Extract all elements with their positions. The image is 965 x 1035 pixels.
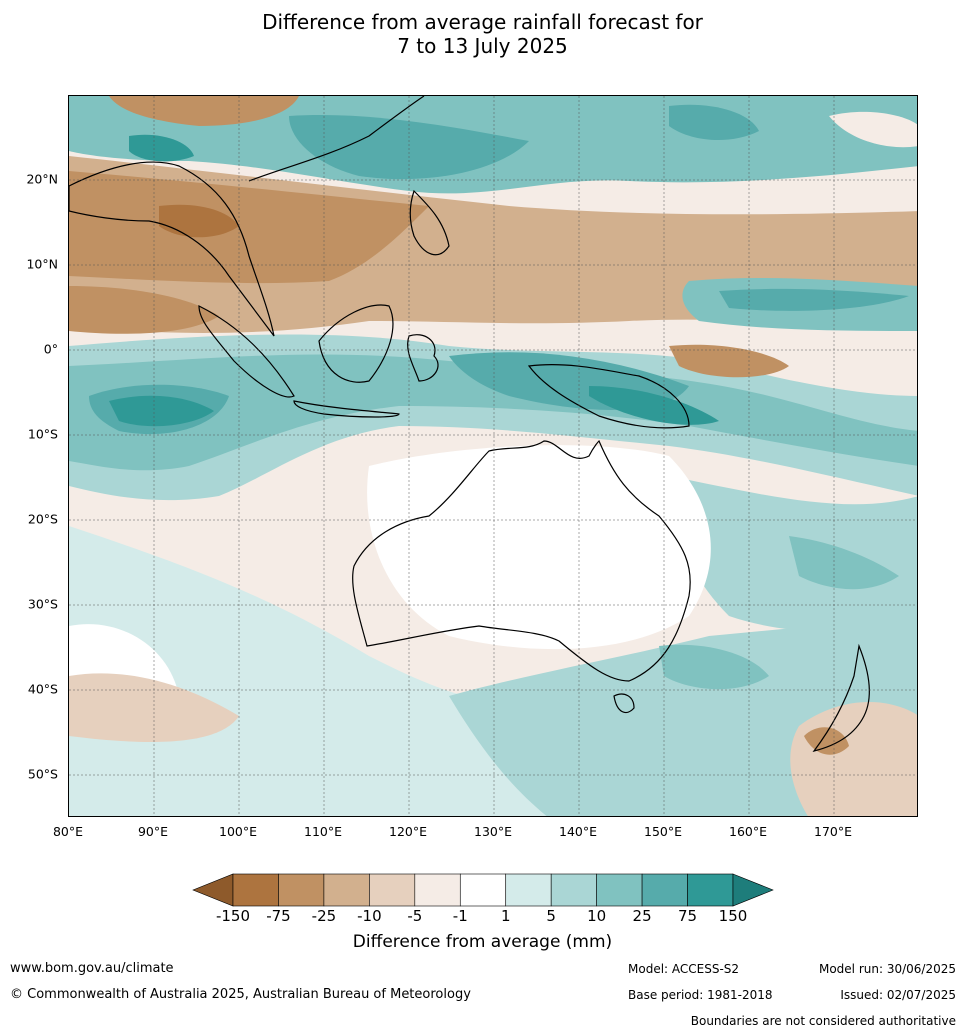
- tasmania-coastline: [613, 693, 635, 714]
- colorbar-arrow-high: [732, 873, 774, 907]
- colorbar-segment: [414, 873, 461, 907]
- lon-label-80e: 80°E: [52, 824, 84, 839]
- colorbar-tick-label: 150: [718, 907, 748, 925]
- colorbar-segment: [459, 873, 507, 907]
- region-andaman-dry: [69, 286, 219, 334]
- region-tibet-dry: [109, 96, 299, 126]
- graticule: [69, 96, 917, 816]
- lon-label-170e: 170°E: [813, 824, 853, 839]
- australia-coastline: [352, 439, 691, 682]
- colorbar-tick-label: 25: [632, 907, 652, 925]
- base-period: Base period: 1981-2018: [628, 988, 773, 1002]
- lat-label-equator: 0°: [43, 341, 58, 357]
- colorbar-segment: [550, 873, 597, 907]
- colorbar-arrow-low: [192, 873, 234, 907]
- copyright-text: © Commonwealth of Australia 2025, Austra…: [10, 987, 471, 1002]
- region-west-australia-dry: [279, 454, 361, 519]
- colorbar-segment: [278, 873, 325, 907]
- boundaries-disclaimer: Boundaries are not considered authoritat…: [690, 1014, 956, 1028]
- lon-label-160e: 160°E: [728, 824, 768, 839]
- lon-label-100e: 100°E: [218, 824, 258, 839]
- region-southwest-dry: [69, 673, 239, 742]
- region-bay-of-bengal-dry: [159, 204, 239, 238]
- china-coastline: [248, 96, 425, 182]
- lon-label-150e: 150°E: [643, 824, 683, 839]
- region-new-zealand-dry: [804, 727, 849, 755]
- colorbar-tick-label: -75: [266, 907, 291, 925]
- lat-label-20n: 20°N: [26, 171, 58, 187]
- lat-label-30s: 30°S: [27, 596, 58, 612]
- issued-date: Issued: 02/07/2025: [840, 988, 956, 1002]
- new-guinea-coastline: [527, 364, 690, 429]
- colorbar-segment: [641, 873, 688, 907]
- new-zealand-coastline: [812, 643, 870, 752]
- sulawesi-coastline: [407, 334, 439, 382]
- colorbar-segment: [323, 873, 370, 907]
- region-north-pacific-neutral: [829, 111, 917, 148]
- colorbar-tick-label: -10: [357, 907, 382, 925]
- coastlines: [69, 96, 870, 752]
- colorbar-tick-label: 5: [546, 907, 556, 925]
- lat-label-40s: 40°S: [27, 681, 58, 697]
- colorbar-tick-label: -1: [452, 907, 468, 925]
- lon-label-90e: 90°E: [137, 824, 169, 839]
- lat-label-10s: 10°S: [27, 426, 58, 442]
- model-name: Model: ACCESS-S2: [628, 962, 740, 976]
- colorbar-segment: [232, 873, 279, 907]
- map-canvas: [69, 96, 917, 816]
- region-pacific-dry: [669, 344, 789, 378]
- colorbar-segment: [505, 873, 552, 907]
- chart-title: Difference from average rainfall forecas…: [0, 10, 965, 58]
- region-equatorial-wet: [69, 354, 917, 471]
- borneo-coastline: [318, 304, 394, 383]
- region-new-zealand-dry-light: [790, 702, 917, 816]
- colorbar-tick-label: 75: [677, 907, 698, 925]
- sumatra-coastline: [198, 305, 295, 398]
- rainfall-anomaly-map: [68, 95, 918, 817]
- colorbar-tick-label: -5: [407, 907, 423, 925]
- southeast-asia-coastline: [69, 161, 275, 337]
- lat-label-50s: 50°S: [27, 766, 58, 782]
- region-bangladesh-wettest: [129, 134, 194, 162]
- lat-label-10n: 10°N: [26, 256, 58, 272]
- colorbar: [192, 873, 774, 907]
- lat-label-20s: 20°S: [27, 511, 58, 527]
- java-coastline: [293, 400, 400, 418]
- colorbar-label: Difference from average (mm): [352, 932, 613, 952]
- colorbar-tick-label: 1: [500, 907, 511, 925]
- model-run-date: Model run: 30/06/2025: [818, 962, 956, 976]
- region-coral-sea-wetter: [789, 536, 899, 590]
- lon-label-130e: 130°E: [473, 824, 513, 839]
- colorbar-segments: [192, 873, 774, 907]
- region-coral-sea-wet: [669, 476, 917, 631]
- colorbar-tick-label: -25: [311, 907, 337, 925]
- lon-label-120e: 120°E: [388, 824, 428, 839]
- title-line-2: 7 to 13 July 2025: [397, 34, 568, 58]
- region-south-china-wetter: [289, 115, 529, 180]
- philippines-coastline: [409, 189, 450, 256]
- region-northwest-pacific-wetter: [669, 104, 759, 141]
- region-indian-ocean-wettest: [109, 395, 214, 427]
- title-line-1: Difference from average rainfall forecas…: [262, 10, 703, 34]
- colorbar-tick-label: 10: [587, 907, 607, 925]
- region-tasman-wet: [659, 644, 769, 690]
- colorbar-segment: [369, 873, 416, 907]
- region-australia-neutral: [367, 445, 711, 650]
- region-indochina-dry: [69, 171, 429, 284]
- lon-label-110e: 110°E: [303, 824, 343, 839]
- colorbar-segment: [596, 873, 643, 907]
- colorbar-segment: [687, 873, 734, 907]
- website-link[interactable]: www.bom.gov.au/climate: [10, 961, 174, 976]
- colorbar-tick-label: -150: [215, 907, 251, 925]
- lon-label-140e: 140°E: [558, 824, 598, 839]
- region-west-pacific-wetter: [719, 288, 909, 311]
